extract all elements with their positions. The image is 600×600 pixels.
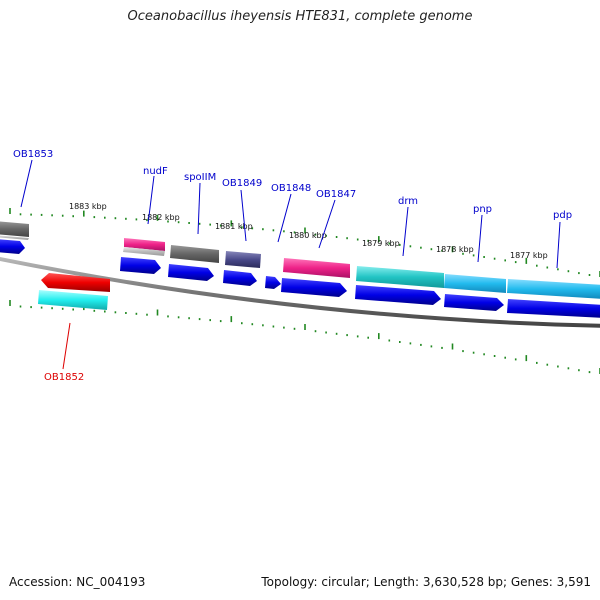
cds-arrow[interactable]: [0, 239, 25, 254]
cds-track-forward: [0, 239, 600, 318]
cds-arrow[interactable]: [444, 294, 504, 311]
gene-labels: OB1853 nudF spoIIM OB1849 OB1848 OB1847 …: [13, 149, 572, 383]
kbp-label-1881: 1881 kbp: [215, 222, 253, 231]
cog-bar[interactable]: [444, 274, 506, 293]
gene-label-OB1849[interactable]: OB1849: [222, 178, 262, 189]
cog-bar[interactable]: [507, 279, 600, 299]
lower-ruler-ticks: [9, 300, 600, 374]
label-leader: [197, 182, 201, 235]
cds-arrow[interactable]: [168, 264, 214, 281]
genome-backbone: [0, 256, 600, 328]
kbp-ruler-ticks: [9, 208, 600, 277]
kbp-label-1880: 1880 kbp: [289, 231, 327, 240]
cds-arrow[interactable]: [223, 270, 257, 286]
label-leader: [147, 175, 155, 225]
cds-track-reverse: [38, 273, 110, 310]
cog-bar[interactable]: [225, 251, 261, 268]
gene-label-OB1853[interactable]: OB1853: [13, 149, 53, 160]
cog-bar[interactable]: [356, 266, 444, 288]
cds-arrow[interactable]: [265, 276, 281, 289]
cog-bar[interactable]: [0, 235, 29, 240]
gene-label-nudF[interactable]: nudF: [143, 166, 168, 177]
label-leader: [240, 189, 247, 242]
topology-text: Topology: circular; Length: 3,630,528 bp…: [261, 575, 591, 589]
label-leader: [477, 214, 483, 263]
gene-label-drm[interactable]: drm: [398, 196, 418, 207]
label-leader: [318, 199, 336, 249]
cds-arrow[interactable]: [507, 299, 600, 318]
label-leader: [556, 221, 561, 269]
label-leader: [277, 193, 292, 243]
label-leader: [20, 159, 33, 208]
gene-label-pnp[interactable]: pnp: [473, 204, 492, 215]
cog-bar[interactable]: [170, 245, 219, 263]
kbp-label-1883: 1883 kbp: [69, 202, 107, 211]
label-leader: [62, 322, 71, 370]
kbp-label-1878: 1878 kbp: [436, 245, 474, 254]
cds-arrow[interactable]: [355, 285, 441, 305]
gene-label-OB1848[interactable]: OB1848: [271, 183, 311, 194]
cog-track-forward: [0, 221, 600, 299]
kbp-label-1882: 1882 kbp: [142, 213, 180, 222]
accession-text: Accession: NC_004193: [9, 575, 146, 589]
label-leader: [402, 206, 409, 257]
cds-arrow[interactable]: [120, 257, 161, 274]
cds-arrow-reverse[interactable]: [41, 273, 110, 292]
cog-bar[interactable]: [283, 258, 350, 278]
gene-label-OB1847[interactable]: OB1847: [316, 189, 356, 200]
cds-arrow[interactable]: [281, 278, 347, 297]
gene-label-spoIIM[interactable]: spoIIM: [184, 172, 216, 183]
gene-label-OB1852[interactable]: OB1852: [44, 372, 84, 383]
cog-bar[interactable]: [0, 221, 29, 237]
genome-title: Oceanobacillus iheyensis HTE831, complet…: [127, 9, 473, 24]
gene-label-pdp[interactable]: pdp: [553, 210, 572, 221]
cog-bar-reverse[interactable]: [38, 290, 108, 310]
kbp-label-1877: 1877 kbp: [510, 251, 548, 260]
kbp-label-1879: 1879 kbp: [362, 239, 400, 248]
cog-bar[interactable]: [123, 247, 165, 256]
cog-bar[interactable]: [124, 238, 165, 251]
